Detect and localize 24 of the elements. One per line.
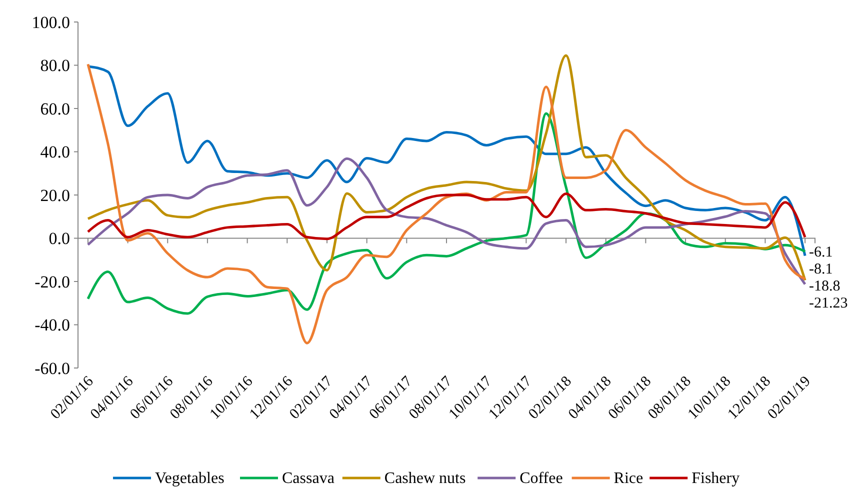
y-tick-label: -60.0 [34,358,70,378]
legend-label: Cassava [282,470,334,487]
y-tick-label: 80.0 [40,56,70,76]
line-series [86,62,806,344]
legend-label: Cashew nuts [384,470,466,487]
legend-label: Vegetables [155,470,224,487]
line-series [86,65,806,258]
y-tick-label: 60.0 [40,99,70,118]
y-tick-label: -20.0 [34,272,70,292]
y-tick-label: 0.0 [48,229,70,248]
y-tick-label: 40.0 [40,142,70,162]
data-label: -6.1 [809,244,833,261]
legend-label: Fishery [692,470,740,487]
data-label: -21.23 [809,296,848,312]
data-label: -8.1 [809,262,833,278]
y-tick-label: -40.0 [34,316,70,335]
line-series [86,157,806,286]
line-series [86,192,806,240]
legend-label: Coffee [520,470,563,487]
legend-label: Rice [614,470,644,487]
line-series [86,54,806,282]
y-tick-label: 100.0 [32,12,70,32]
data-label: -18.8 [809,278,840,295]
y-tick-label: 20.0 [40,186,70,205]
